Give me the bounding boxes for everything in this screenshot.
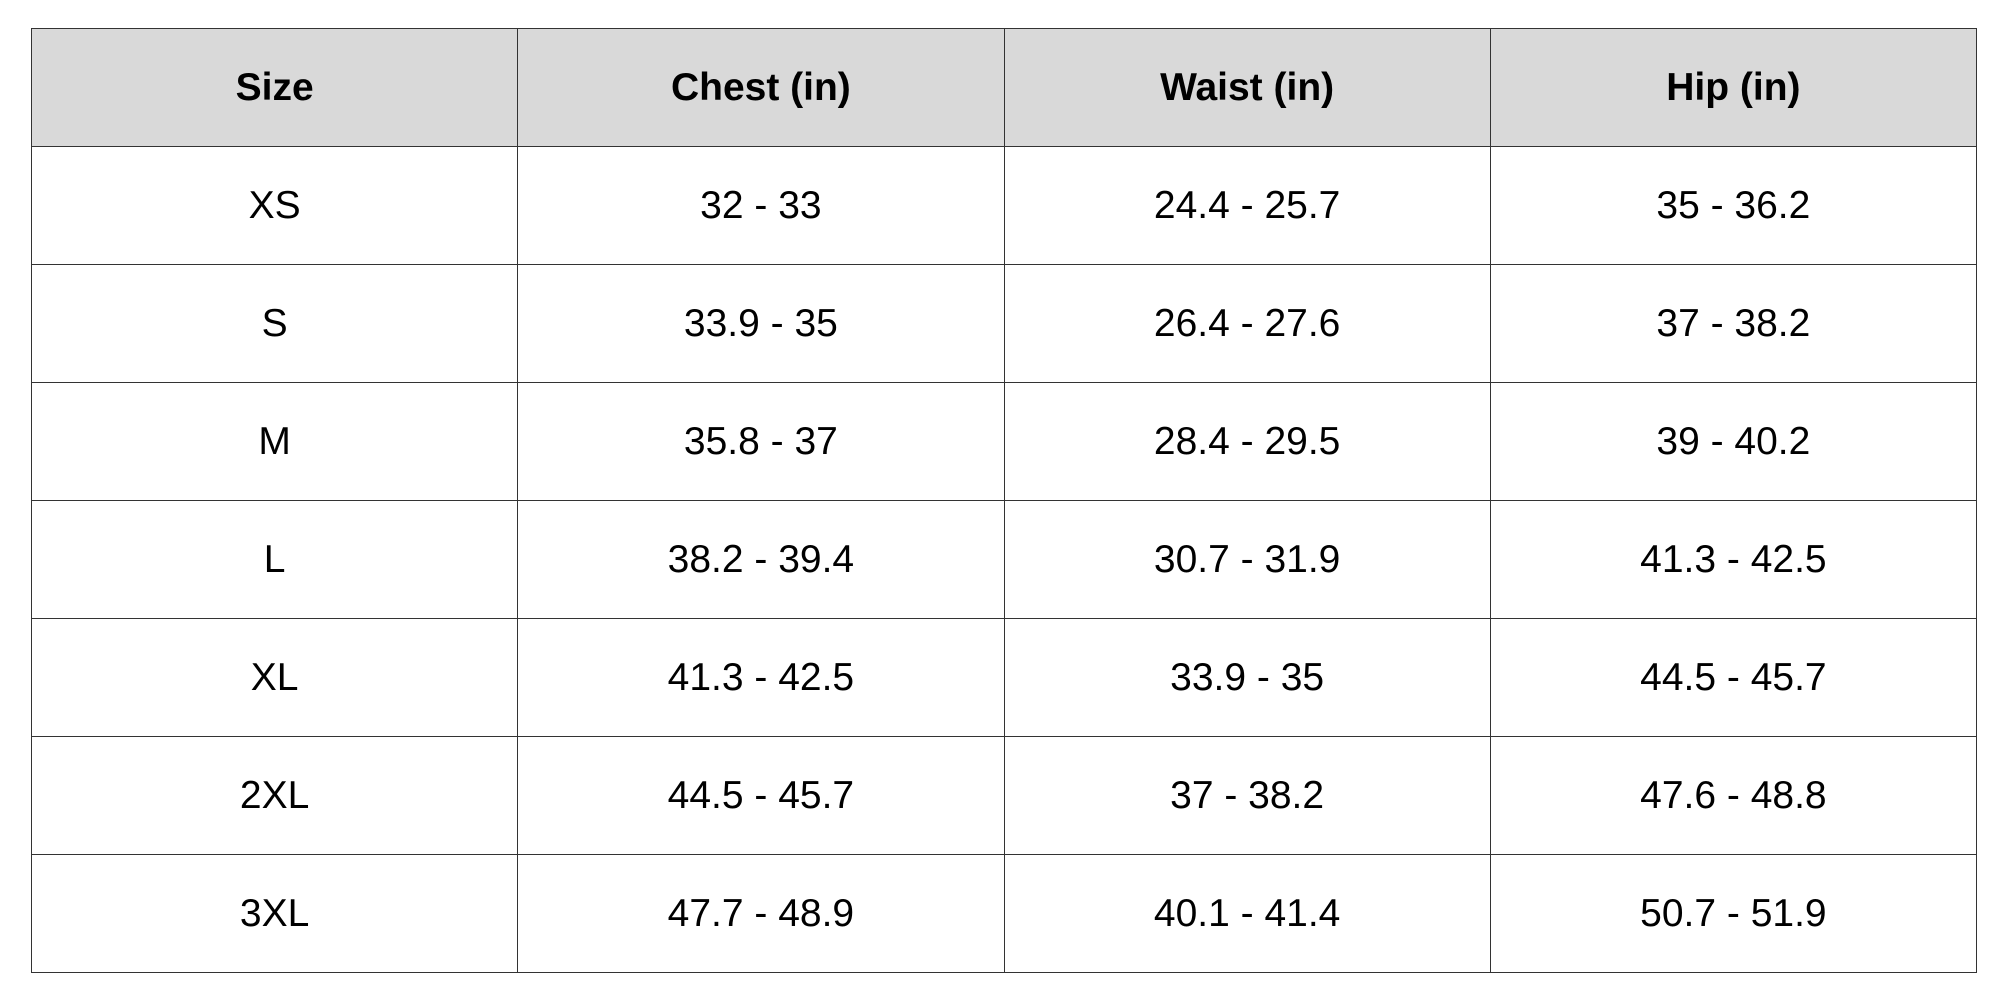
table-cell: 28.4 - 29.5 [1003,382,1491,501]
table-row: XS 32 - 33 24.4 - 25.7 35 - 36.2 [30,146,1978,265]
table-cell: 50.7 - 51.9 [1489,854,1978,973]
table-cell: 40.1 - 41.4 [1003,854,1491,973]
table-cell: 3XL [30,854,519,973]
table-cell: 37 - 38.2 [1489,264,1978,383]
size-table: Size Chest (in) Waist (in) Hip (in) XS 32 - … [30,28,1978,973]
table-row: S 33.9 - 35 26.4 - 27.6 37 - 38.2 [30,264,1978,383]
table-row: M 35.8 - 37 28.4 - 29.5 39 - 40.2 [30,382,1978,501]
header-row: Size Chest (in) Waist (in) Hip (in) [30,28,1978,147]
table-cell: 26.4 - 27.6 [1003,264,1491,383]
table-cell: 32 - 33 [517,146,1005,265]
table-cell: 41.3 - 42.5 [1489,500,1978,619]
table-cell: S [30,264,519,383]
header-cell: Size [30,28,519,147]
header-cell: Waist (in) [1003,28,1491,147]
table-cell: 39 - 40.2 [1489,382,1978,501]
table-cell: 35.8 - 37 [517,382,1005,501]
table-row: XL 41.3 - 42.5 33.9 - 35 44.5 - 45.7 [30,618,1978,737]
table-cell: 44.5 - 45.7 [517,736,1005,855]
table-cell: 35 - 36.2 [1489,146,1978,265]
table-cell: 41.3 - 42.5 [517,618,1005,737]
table-cell: XS [30,146,519,265]
header-cell: Chest (in) [517,28,1005,147]
table-cell: 30.7 - 31.9 [1003,500,1491,619]
table-cell: M [30,382,519,501]
table-header: Size Chest (in) Waist (in) Hip (in) [30,28,1978,147]
header-cell: Hip (in) [1489,28,1978,147]
table-cell: 24.4 - 25.7 [1003,146,1491,265]
table-cell: 33.9 - 35 [1003,618,1491,737]
table-cell: 38.2 - 39.4 [517,500,1005,619]
table-cell: 33.9 - 35 [517,264,1005,383]
table-row: 2XL 44.5 - 45.7 37 - 38.2 47.6 - 48.8 [30,736,1978,855]
table-cell: XL [30,618,519,737]
table-cell: 37 - 38.2 [1003,736,1491,855]
table-cell: 2XL [30,736,519,855]
table-cell: 47.6 - 48.8 [1489,736,1978,855]
table-row: 3XL 47.7 - 48.9 40.1 - 41.4 50.7 - 51.9 [30,854,1978,973]
table-body: XS 32 - 33 24.4 - 25.7 35 - 36.2 S 33.9 - 35 2… [30,146,1978,973]
table-cell: 44.5 - 45.7 [1489,618,1978,737]
table-row: L 38.2 - 39.4 30.7 - 31.9 41.3 - 42.5 [30,500,1978,619]
table-cell: L [30,500,519,619]
table-cell: 47.7 - 48.9 [517,854,1005,973]
